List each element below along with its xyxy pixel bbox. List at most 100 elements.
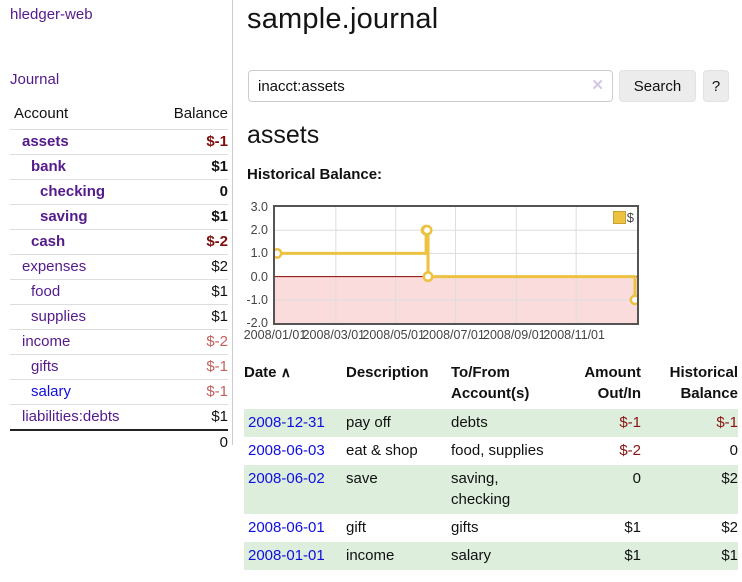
chart-legend: $	[612, 210, 634, 225]
accounts-balance-table: Account Balance assets $-1 bank $1 check…	[10, 103, 228, 455]
sidebar-item-journal[interactable]: Journal	[10, 71, 60, 88]
chart-plot-area[interactable]: $	[273, 205, 639, 325]
account-balance: $2	[152, 254, 228, 280]
transaction-amount: $1	[624, 519, 641, 536]
account-balance: $-1	[152, 129, 228, 155]
account-link-cash[interactable]: cash	[31, 233, 66, 250]
transaction-date-link[interactable]: 2008-06-03	[248, 442, 325, 459]
transaction-amount: 0	[569, 465, 641, 514]
account-balance: $-2	[152, 329, 228, 355]
transaction-amount: $1	[569, 542, 641, 570]
account-link-expenses[interactable]: expenses	[22, 258, 87, 275]
transaction-balance: $2	[641, 465, 738, 514]
account-row: gifts $-1	[10, 354, 228, 380]
description-column-header: Description	[346, 364, 429, 381]
amount-column-header: Amount Out/In	[584, 364, 641, 402]
legend-series-label: $	[626, 210, 634, 225]
account-link-income[interactable]: income	[22, 333, 71, 350]
account-row: expenses $2	[10, 254, 228, 280]
account-heading: assets	[247, 121, 320, 149]
balance-column-header: Balance	[173, 105, 228, 122]
transaction-balance: $2	[721, 519, 738, 536]
accounts-total-row: 0	[10, 429, 228, 455]
legend-swatch-icon	[612, 211, 626, 224]
y-tick-label: -1.0	[246, 292, 268, 307]
account-link-salary[interactable]: salary	[31, 383, 72, 400]
transaction-accounts: debts	[451, 409, 569, 437]
y-tick-label: -2.0	[246, 316, 268, 330]
account-row: bank $1	[10, 154, 228, 180]
transaction-description: eat & shop	[346, 442, 418, 459]
page-title: sample.journal	[247, 3, 439, 35]
date-column-header[interactable]: Date ∧	[244, 364, 291, 381]
x-tick-label: 2008/01/01	[243, 328, 307, 342]
y-tick-label: 2.0	[250, 223, 268, 238]
account-row: food $1	[10, 279, 228, 305]
x-tick-label: 2008/09/01	[483, 328, 546, 342]
chart-y-axis: 3.0 2.0 1.0 0.0 -1.0 -2.0	[240, 200, 268, 330]
transaction-accounts: salary	[451, 542, 569, 570]
x-tick-label: 2008/05/01	[362, 328, 425, 342]
account-row: checking 0	[10, 179, 228, 205]
accounts-header-row: Account Balance	[10, 103, 228, 130]
account-link-food[interactable]: food	[31, 283, 61, 300]
clear-search-icon[interactable]: ✕	[591, 77, 604, 94]
sort-asc-icon: ∧	[280, 364, 291, 380]
account-row: cash $-2	[10, 229, 228, 255]
account-link-assets[interactable]: assets	[22, 133, 69, 150]
search-button[interactable]: Search	[619, 70, 696, 102]
account-link-gifts[interactable]: gifts	[31, 358, 59, 375]
transaction-row: 2008-12-31 pay off debts $-1 $-1	[244, 409, 738, 437]
account-link-checking[interactable]: checking	[40, 183, 106, 200]
historical-balance-chart[interactable]: 3.0 2.0 1.0 0.0 -1.0 -2.0 $ 2008/01/01 2008/03…	[240, 200, 742, 348]
account-balance: $-2	[152, 229, 228, 255]
account-balance: $-1	[152, 354, 228, 380]
account-balance: $1	[152, 204, 228, 230]
transaction-date-link[interactable]: 2008-12-31	[248, 414, 325, 431]
account-row: salary $-1	[10, 379, 228, 405]
transaction-balance: 0	[729, 442, 738, 459]
chart-canvas	[275, 207, 637, 323]
brand-link[interactable]: hledger-web	[10, 6, 93, 23]
account-balance: $-1	[152, 379, 228, 405]
account-link-saving[interactable]: saving	[40, 208, 88, 225]
y-tick-label: 3.0	[250, 200, 268, 214]
transaction-description: pay off	[346, 409, 451, 437]
x-tick-label: 2008/11/01	[543, 328, 605, 342]
transaction-description: income	[346, 542, 451, 570]
transaction-row: 2008-06-02 save saving, checking 0 $2	[244, 465, 738, 514]
x-tick-label: 2008/07/01	[422, 328, 485, 342]
search-input[interactable]	[248, 70, 613, 102]
account-link-supplies[interactable]: supplies	[31, 308, 87, 325]
register-header-row: Date ∧ Description To/From Account(s) Am…	[244, 362, 738, 409]
transaction-description: gift	[346, 519, 367, 536]
account-balance: 0	[152, 179, 228, 205]
transaction-accounts: saving, checking	[451, 465, 569, 514]
transaction-date-link[interactable]: 2008-06-02	[248, 470, 325, 487]
account-link-liabilities-debts[interactable]: liabilities:debts	[22, 408, 120, 425]
balance-column-header: Historical Balance	[669, 364, 738, 402]
transaction-date-link[interactable]: 2008-01-01	[248, 547, 325, 564]
accounts-column-header: To/From Account(s)	[451, 364, 530, 402]
transaction-description: save	[346, 465, 451, 514]
account-row: saving $1	[10, 204, 228, 230]
transaction-accounts: gifts	[451, 519, 479, 536]
account-row: supplies $1	[10, 304, 228, 330]
account-balance: $1	[152, 279, 228, 305]
transaction-row: 2008-06-03 eat & shop food, supplies $-2…	[244, 437, 738, 465]
help-button[interactable]: ?	[703, 70, 729, 102]
account-link-bank[interactable]: bank	[31, 158, 67, 175]
transaction-balance: $1	[641, 542, 738, 570]
transaction-accounts: food, supplies	[451, 442, 544, 459]
account-row: liabilities:debts $1	[10, 404, 228, 430]
transaction-amount: $-1	[569, 409, 641, 437]
chart-title: Historical Balance:	[247, 166, 383, 183]
accounts-total-value: 0	[152, 429, 228, 455]
transaction-date-link[interactable]: 2008-06-01	[248, 519, 325, 536]
account-column-header: Account	[14, 105, 69, 122]
account-row: assets $-1	[10, 129, 228, 155]
transaction-row: 2008-06-01 gift gifts $1 $2	[244, 514, 738, 542]
transaction-row: 2008-01-01 income salary $1 $1	[244, 542, 738, 570]
y-tick-label: 0.0	[250, 269, 268, 284]
sidebar-divider	[232, 0, 233, 445]
